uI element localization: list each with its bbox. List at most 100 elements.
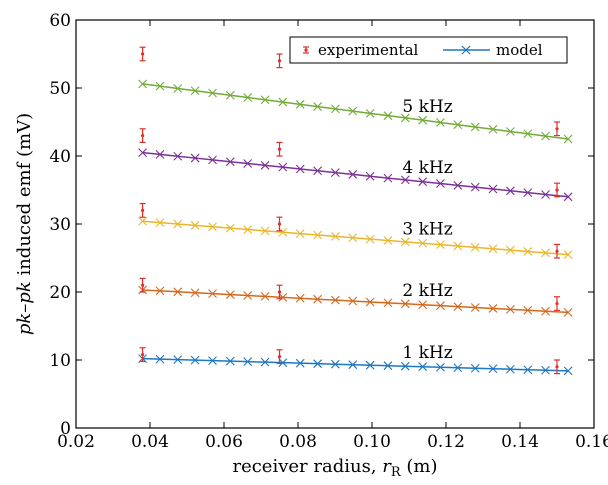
series-4-khz xyxy=(138,128,573,202)
model-point-stroke xyxy=(400,361,410,371)
model-point xyxy=(313,166,322,176)
model-point-stroke xyxy=(418,177,428,187)
model-point xyxy=(541,131,550,141)
model-point-stroke xyxy=(541,306,550,316)
model-point xyxy=(295,99,305,109)
model-point-stroke xyxy=(313,359,322,369)
model-point-stroke xyxy=(330,295,340,305)
model-point-stroke xyxy=(313,166,322,176)
model-point xyxy=(243,225,253,234)
model-point-stroke xyxy=(243,159,253,168)
model-point xyxy=(453,241,463,251)
model-point-stroke xyxy=(155,81,165,91)
model-point xyxy=(470,303,480,312)
model-point xyxy=(208,155,217,165)
model-point-stroke xyxy=(295,229,305,239)
model-point-stroke xyxy=(330,104,340,114)
model-point-stroke xyxy=(173,287,183,297)
model-point xyxy=(541,248,550,258)
model-point-stroke xyxy=(173,219,183,229)
model-point xyxy=(418,177,428,187)
model-point-stroke xyxy=(173,151,183,161)
model-point xyxy=(563,192,573,202)
model-point-stroke xyxy=(173,84,183,93)
model-point-stroke xyxy=(453,302,463,311)
model-point-stroke xyxy=(436,301,445,311)
model-point xyxy=(225,223,235,233)
model-point-stroke xyxy=(365,234,375,244)
model-point-stroke xyxy=(470,242,480,252)
model-point xyxy=(505,245,515,255)
model-point-stroke xyxy=(208,155,217,165)
experimental-marker xyxy=(277,59,282,63)
model-point-stroke xyxy=(563,192,573,202)
model-point xyxy=(436,179,445,188)
model-point xyxy=(295,358,305,368)
model-point xyxy=(488,124,498,134)
model-point-stroke xyxy=(400,175,410,185)
model-point-stroke xyxy=(225,290,235,299)
model-point-stroke xyxy=(383,173,393,183)
model-point-stroke xyxy=(505,364,515,374)
model-point-stroke xyxy=(190,288,200,298)
model-point xyxy=(225,90,235,100)
model-point-stroke xyxy=(523,365,533,375)
model-line-4-khz xyxy=(142,151,569,198)
model-point-stroke xyxy=(436,179,445,188)
experimental-marker xyxy=(277,222,282,226)
model-point xyxy=(278,292,288,302)
model-point xyxy=(541,190,550,199)
model-point xyxy=(190,153,200,163)
model-point xyxy=(453,302,463,311)
experimental-marker xyxy=(555,249,559,253)
model-point-stroke xyxy=(313,294,322,304)
model-point xyxy=(383,173,393,183)
model-point-stroke xyxy=(278,162,288,172)
model-point-stroke xyxy=(348,360,358,370)
x-tick-label: 0.04 xyxy=(131,432,169,452)
model-point xyxy=(260,226,270,236)
experimental-marker xyxy=(555,127,559,131)
experimental-marker xyxy=(141,134,145,138)
model-point-stroke xyxy=(278,358,288,368)
model-point-stroke xyxy=(138,216,147,226)
model-point xyxy=(208,289,217,299)
series-label-5-khz: 5 kHz xyxy=(402,97,452,117)
model-point-stroke xyxy=(365,108,375,118)
model-point xyxy=(453,120,463,130)
model-point-stroke xyxy=(260,226,270,236)
legend-box xyxy=(289,36,568,64)
model-point xyxy=(470,242,480,252)
model-point-stroke xyxy=(563,134,573,144)
model-point-stroke xyxy=(453,120,463,130)
model-point-stroke xyxy=(295,293,305,303)
model-point xyxy=(225,356,235,366)
model-point xyxy=(488,184,498,194)
model-point-stroke xyxy=(348,170,358,179)
model-point-stroke xyxy=(470,363,480,373)
model-point-stroke xyxy=(173,355,183,365)
model-point xyxy=(190,288,200,298)
model-point-stroke xyxy=(470,182,480,192)
series-label-4-khz: 4 kHz xyxy=(402,158,452,178)
experimental-marker xyxy=(555,301,559,306)
model-point xyxy=(278,162,288,172)
model-point-stroke xyxy=(208,88,217,98)
series-1-khz xyxy=(138,347,573,376)
model-point-stroke xyxy=(138,79,147,89)
model-point xyxy=(190,86,200,96)
model-point-stroke xyxy=(260,95,270,105)
model-point-stroke xyxy=(383,111,393,121)
model-point xyxy=(190,221,200,230)
model-point xyxy=(278,227,288,237)
model-point-stroke xyxy=(330,168,340,178)
labels-layer: 0.02 0.04 0.06 0.08 0.10 0.12 0.14 0.16 0 10 20 30 4… xyxy=(49,11,608,452)
experimental-marker xyxy=(277,147,282,151)
model-point xyxy=(260,357,270,367)
model-point-stroke xyxy=(541,248,550,258)
model-point xyxy=(295,164,305,174)
model-point-stroke xyxy=(225,223,235,233)
model-point xyxy=(138,216,147,226)
model-point-stroke xyxy=(523,129,533,139)
legend: experimental model xyxy=(289,36,568,64)
